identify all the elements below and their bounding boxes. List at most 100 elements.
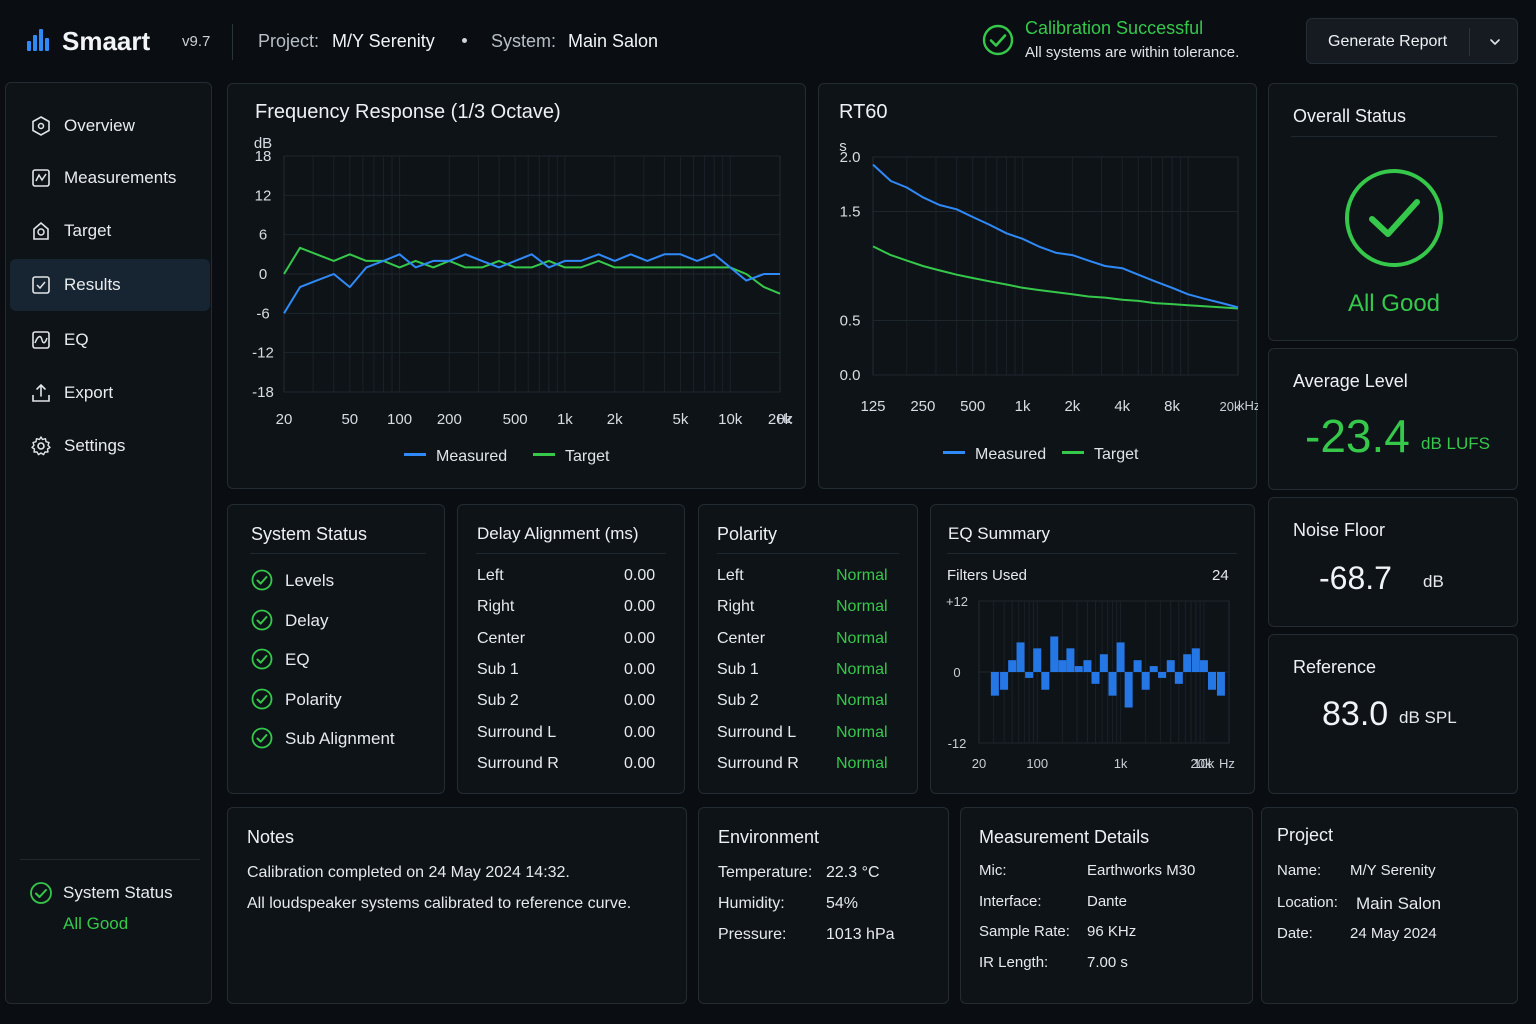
measurement-row-value: Earthworks M30 <box>1087 862 1196 879</box>
system-label: System: <box>491 31 557 51</box>
eq-bar <box>1016 642 1025 672</box>
x-tick-label: 20k <box>768 411 793 428</box>
project-label: Project: <box>258 31 320 51</box>
eq-bar <box>1041 672 1050 690</box>
hexagon-icon <box>32 116 50 136</box>
project-row-label: Location: <box>1277 893 1338 911</box>
x-tick-label: 1k <box>1114 756 1128 771</box>
sidebar-item-export[interactable]: Export <box>10 367 210 419</box>
delay-alignment-card: Delay Alignment (ms) Left 0.00 Right 0.00 Ce… <box>457 504 685 794</box>
y-tick-label: 0 <box>953 665 960 680</box>
sidebar-item-settings[interactable]: Settings <box>10 420 210 472</box>
environment-row-label: Humidity: <box>718 895 785 912</box>
project-title: Project <box>1277 825 1334 845</box>
polarity-row-label: Surround L <box>717 723 797 741</box>
overall-status-title: Overall Status <box>1293 106 1407 126</box>
legend-measured-label: Measured <box>436 448 508 465</box>
chevron-down-icon[interactable] <box>1487 34 1503 50</box>
polarity-row-label: Center <box>717 629 766 647</box>
check-circle-icon <box>251 569 273 591</box>
x-tick-label: 2k <box>1064 398 1080 415</box>
eq-bar <box>1074 666 1083 672</box>
y-tick-label: 0.5 <box>840 313 861 330</box>
overall-status-card: Overall Status All Good <box>1268 83 1518 341</box>
environment-card: Environment Temperature: 22.3 °C Humidity:… <box>698 807 949 1004</box>
eq-bar <box>1066 648 1075 672</box>
eq-bar <box>1025 672 1034 678</box>
delay-row-value: 0.00 <box>624 692 656 710</box>
x-tick-label: 2k <box>607 411 623 428</box>
legend-target: Target <box>533 448 609 466</box>
environment-row-label: Temperature: <box>718 864 813 881</box>
reference-value: 83.0 <box>1322 695 1389 733</box>
plot-frame <box>872 156 1239 376</box>
sidebar-item-results[interactable]: Results <box>10 259 210 311</box>
measurement-row-label: IR Length: <box>979 953 1049 971</box>
reference-title: Reference <box>1293 657 1377 677</box>
eq-bar <box>1149 666 1158 672</box>
eq-bar <box>1116 642 1125 672</box>
series-line-measured <box>872 163 1239 309</box>
reference-card: Reference 83.0 dB SPL <box>1268 634 1518 794</box>
environment-row-value: 54% <box>826 895 859 912</box>
delay-row-label: Surround L <box>477 723 557 741</box>
polarity-row-label: Sub 2 <box>717 692 759 710</box>
delay-row-value: 0.00 <box>624 598 656 616</box>
legend-target-label: Target <box>1094 446 1139 463</box>
measurement-row-label: Mic: <box>979 862 1007 879</box>
results-icon <box>32 276 50 294</box>
project-card: Project Name: M/Y Serenity Location: Main S… <box>1261 807 1518 1004</box>
sidebar-item-label: EQ <box>64 330 89 349</box>
measurements-icon <box>32 169 50 187</box>
y-tick-label: 0.0 <box>840 367 861 384</box>
legend-target: Target <box>1062 446 1138 464</box>
system-status-card: System Status Levels Delay EQ Polarity Sub A… <box>227 504 445 794</box>
separator-dot <box>462 38 467 43</box>
x-tick-label: 50 <box>341 411 358 428</box>
sidebar-item-measurements[interactable]: Measurements <box>10 152 210 204</box>
eq-bar <box>1108 672 1117 696</box>
x-tick-label: 1k <box>557 411 573 428</box>
sidebar-item-label: Settings <box>64 436 126 455</box>
sidebar-item-overview[interactable]: Overview <box>10 100 210 152</box>
eq-bar <box>990 672 999 696</box>
calibration-subtitle: All systems are within tolerance. <box>1025 44 1240 61</box>
export-icon <box>32 383 50 402</box>
y-tick-label: 0 <box>259 266 267 283</box>
sidebar-status-value: All Good <box>63 914 129 933</box>
y-tick-label: -6 <box>256 305 269 322</box>
sidebar-item-label: Target <box>64 221 112 240</box>
gear-icon <box>31 436 51 456</box>
polarity-row-value: Normal <box>836 567 888 584</box>
sidebar-item-eq[interactable]: EQ <box>10 314 210 366</box>
eq-bar <box>1191 648 1200 672</box>
x-tick-label: 125 <box>860 398 885 415</box>
polarity-row-value: Normal <box>836 692 888 710</box>
generate-report-button[interactable]: Generate Report <box>1306 18 1518 64</box>
x-tick-label: 100 <box>387 411 412 428</box>
notes-line-1: Calibration completed on 24 May 2024 14:… <box>247 864 570 881</box>
rt60-card: RT60 2.0 1.5 0.5 0.0 125 250 500 1k 2k 4k 8k 20k s kH… <box>818 83 1258 489</box>
sidebar-item-label: Results <box>64 275 121 294</box>
x-tick-label: 20k <box>1191 756 1212 771</box>
sidebar-item-target[interactable]: Target <box>10 205 210 257</box>
polarity-row-value: Normal <box>836 629 888 647</box>
system-value: Main Salon <box>568 31 659 51</box>
system-status-item: EQ <box>285 650 310 669</box>
x-tick-label: 8k <box>1164 398 1180 415</box>
eq-bar <box>1141 672 1150 690</box>
polarity-row-label: Sub 1 <box>717 660 759 678</box>
measurement-row-value: 96 KHz <box>1087 923 1137 940</box>
x-tick-label: 500 <box>503 411 528 428</box>
delay-row-label: Sub 2 <box>477 692 519 710</box>
project-value: M/Y Serenity <box>332 31 435 51</box>
project-row-value: Main Salon <box>1356 893 1442 913</box>
average-level-title: Average Level <box>1293 371 1408 391</box>
x-tick-label: 10k <box>718 411 743 428</box>
polarity-row-value: Normal <box>836 598 888 616</box>
x-tick-label: 200 <box>437 411 462 428</box>
eq-bar <box>1099 654 1108 672</box>
polarity-title: Polarity <box>717 524 778 544</box>
rt60-title: RT60 <box>839 101 888 123</box>
polarity-card: Polarity Left Normal Right Normal Center Norm… <box>698 504 918 794</box>
